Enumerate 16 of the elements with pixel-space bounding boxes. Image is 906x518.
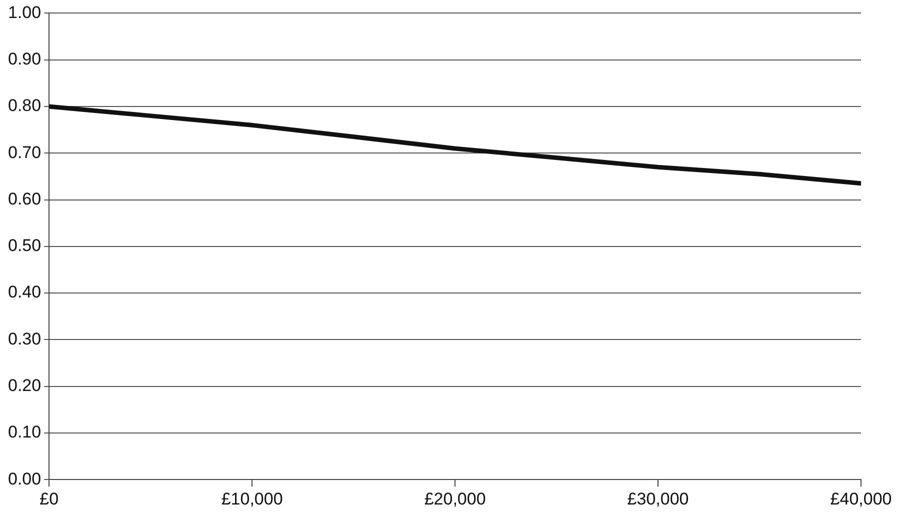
y-tick-label: 1.00 bbox=[8, 2, 42, 22]
y-tick-label: 0.80 bbox=[8, 96, 42, 116]
x-tick-label: £20,000 bbox=[424, 489, 486, 508]
y-tick-label: 0.20 bbox=[8, 376, 42, 396]
y-tick-label: 0.40 bbox=[8, 282, 42, 302]
x-tick-label: £30,000 bbox=[627, 489, 689, 508]
y-tick-label: 0.10 bbox=[8, 422, 42, 442]
y-tick-label: 0.60 bbox=[8, 189, 42, 208]
y-tick-label: 0.50 bbox=[8, 236, 42, 256]
y-tick-label: 0.70 bbox=[8, 142, 42, 162]
y-tick-label: 0.90 bbox=[8, 50, 42, 69]
x-tick-label: £10,000 bbox=[221, 489, 283, 508]
y-tick-label: 0.00 bbox=[8, 469, 42, 488]
x-tick-label: £0 bbox=[40, 489, 59, 508]
y-tick-label: 0.30 bbox=[8, 329, 42, 348]
x-tick-label: £40,000 bbox=[830, 489, 892, 508]
